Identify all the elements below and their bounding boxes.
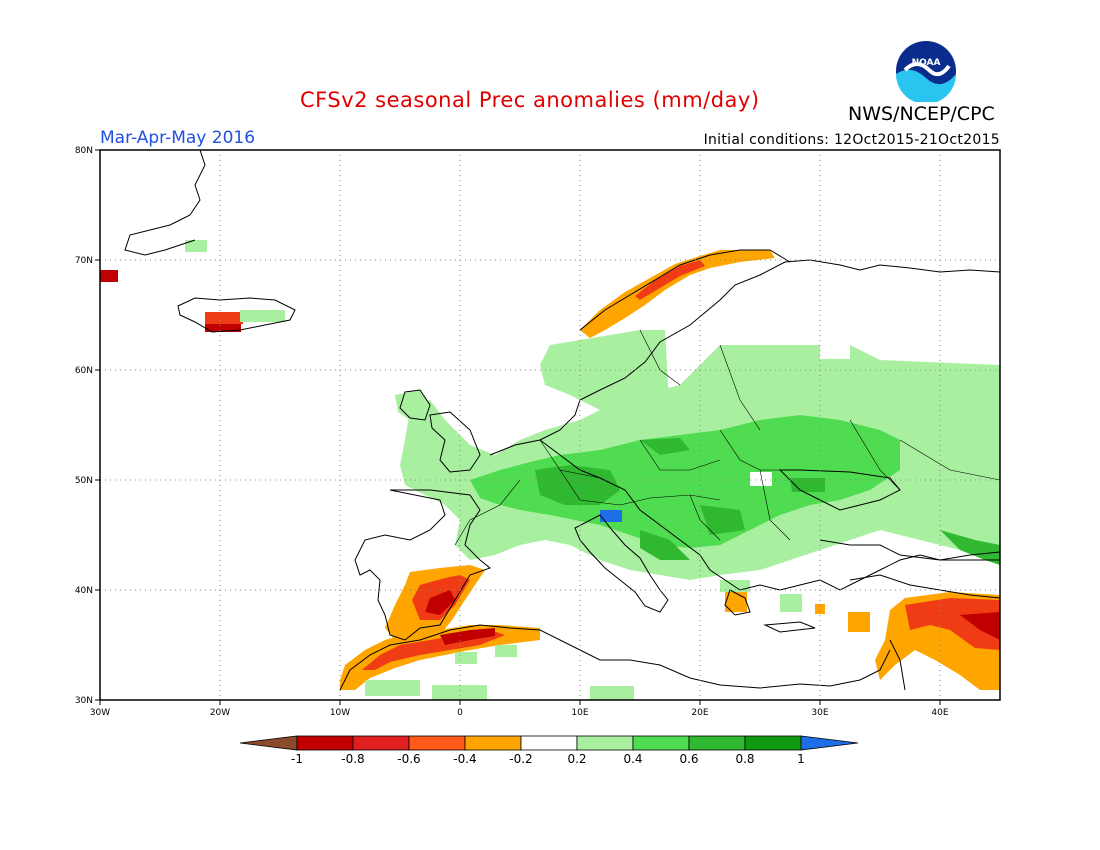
map-title: CFSv2 seasonal Prec anomalies (mm/day) xyxy=(300,88,760,112)
lat-label-70n: 70N xyxy=(75,256,93,266)
lat-label-40n: 40N xyxy=(75,586,93,596)
lat-label-50n: 50N xyxy=(75,476,93,486)
lat-label-80n: 80N xyxy=(75,146,93,156)
colorbar: -1 -0.8 -0.6 -0.4 -0.2 0.2 0.4 0.6 0.8 1 xyxy=(239,735,859,766)
colorbar-swatch-8 xyxy=(688,735,746,751)
svg-text:NOAA: NOAA xyxy=(912,58,941,68)
colorbar-swatch-7 xyxy=(632,735,690,751)
colorbar-label: 0.4 xyxy=(623,752,642,766)
colorbar-label: -0.2 xyxy=(509,752,532,766)
lon-label-0: 0 xyxy=(457,708,463,718)
colorbar-label: -0.4 xyxy=(453,752,476,766)
colorbar-swatch-3 xyxy=(408,735,466,751)
lat-label-30n: 30N xyxy=(75,696,93,706)
colorbar-label: 1 xyxy=(797,752,805,766)
colorbar-low-arrow xyxy=(239,735,298,751)
lon-label-20e: 20E xyxy=(691,708,708,718)
colorbar-swatch-9 xyxy=(744,735,802,751)
colorbar-label: -1 xyxy=(291,752,303,766)
colorbar-swatch-1 xyxy=(296,735,354,751)
lon-label-10w: 10W xyxy=(330,708,350,718)
lon-label-20w: 20W xyxy=(210,708,230,718)
agency-label: NWS/NCEP/CPC xyxy=(848,103,995,125)
colorbar-label: -0.6 xyxy=(397,752,420,766)
colorbar-label: 0.6 xyxy=(679,752,698,766)
colorbar-label: 0.8 xyxy=(735,752,754,766)
noaa-logo-icon: NOAA xyxy=(896,41,956,102)
colorbar-swatch-6 xyxy=(576,735,634,751)
lon-label-30e: 30E xyxy=(811,708,828,718)
initial-conditions: Initial conditions: 12Oct2015-21Oct2015 xyxy=(703,132,1000,148)
graticule xyxy=(100,150,1000,700)
colorbar-high-arrow xyxy=(800,735,859,751)
colorbar-label: 0.2 xyxy=(567,752,586,766)
colorbar-swatch-2 xyxy=(352,735,410,751)
lon-label-10e: 10E xyxy=(571,708,588,718)
lon-label-40e: 40E xyxy=(931,708,948,718)
colorbar-swatch-4 xyxy=(464,735,522,751)
map-frame xyxy=(99,149,1001,701)
lat-label-60n: 60N xyxy=(75,366,93,376)
colorbar-label: -0.8 xyxy=(341,752,364,766)
lon-label-30w: 30W xyxy=(90,708,110,718)
anomaly-layer xyxy=(100,240,1000,700)
forecast-period: Mar-Apr-May 2016 xyxy=(100,128,256,148)
colorbar-swatch-5 xyxy=(520,735,578,751)
